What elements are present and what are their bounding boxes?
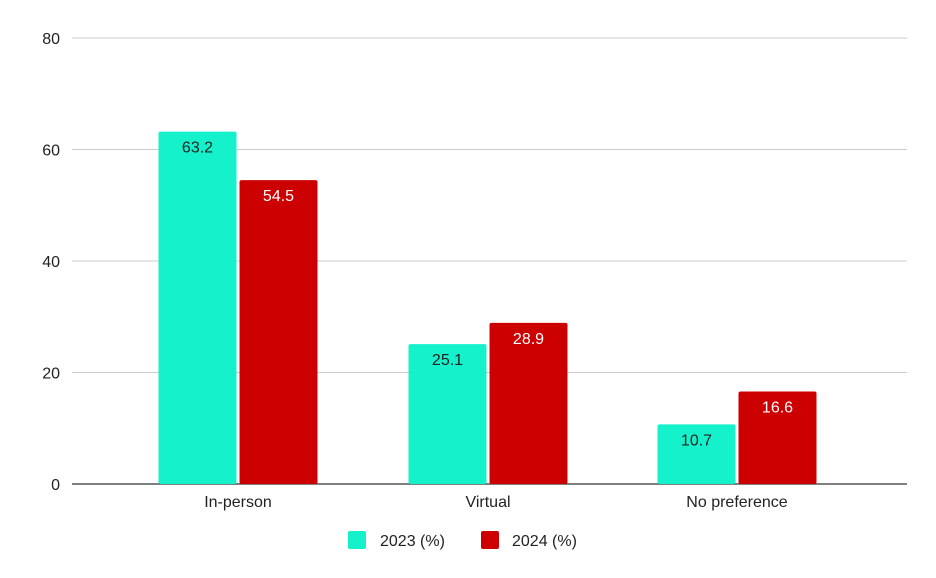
data-label: 28.9 xyxy=(513,331,544,348)
bar-2024-no-preference xyxy=(738,391,817,484)
y-tick-label: 20 xyxy=(42,366,60,383)
y-axis-ticks: 0 20 40 60 80 xyxy=(42,31,60,494)
x-category-label: In-person xyxy=(204,494,272,511)
y-tick-label: 40 xyxy=(42,254,60,271)
data-label: 25.1 xyxy=(432,352,463,369)
y-tick-label: 80 xyxy=(42,31,60,48)
data-label: 63.2 xyxy=(182,140,213,157)
legend-item: 2024 (%) xyxy=(481,531,577,550)
x-axis-categories: In-person Virtual No preference xyxy=(204,494,788,511)
bar-2024-virtual xyxy=(489,322,568,484)
bar-2023-no-preference xyxy=(657,424,736,484)
x-category-label: No preference xyxy=(686,494,787,511)
x-category-label: Virtual xyxy=(465,494,510,511)
legend-item: 2023 (%) xyxy=(348,531,445,550)
y-tick-label: 60 xyxy=(42,143,60,160)
legend-swatch xyxy=(348,531,366,549)
data-labels: 63.2 54.5 25.1 28.9 10.7 16.6 xyxy=(182,140,793,450)
legend-label: 2023 (%) xyxy=(380,533,445,550)
legend-label: 2024 (%) xyxy=(512,533,577,550)
data-label: 16.6 xyxy=(762,399,793,416)
bar-2023-virtual xyxy=(408,344,487,484)
bars xyxy=(158,131,817,484)
y-tick-label: 0 xyxy=(51,477,60,494)
data-label: 10.7 xyxy=(681,432,712,449)
data-label: 54.5 xyxy=(263,188,294,205)
legend-swatch xyxy=(481,531,499,549)
legend: 2023 (%) 2024 (%) xyxy=(348,531,577,550)
bar-2023-in-person xyxy=(158,131,237,484)
bar-2024-in-person xyxy=(239,180,318,484)
